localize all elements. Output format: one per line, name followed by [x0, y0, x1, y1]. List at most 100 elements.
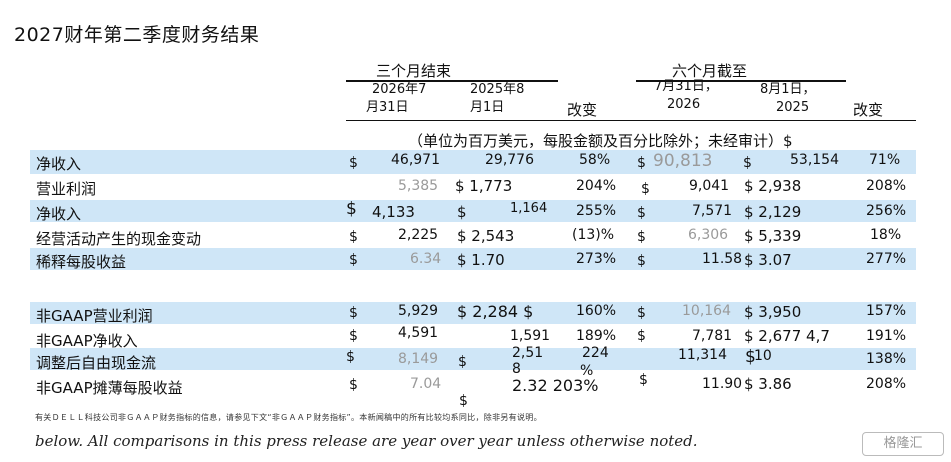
dollar-sign: $	[745, 347, 756, 367]
cell-value: $ 2,129	[744, 203, 802, 221]
cell-value: 6,306	[688, 227, 729, 243]
cell-value: $ 1.70	[457, 251, 505, 269]
dollar-sign: $	[743, 155, 752, 171]
dollar-sign: $	[457, 203, 467, 221]
header-three-months: 三个月结束	[376, 62, 452, 80]
cell-change: 277%	[866, 251, 907, 267]
cell-value: 2,225	[398, 227, 439, 243]
row-label-operating-income: 营业利润	[36, 180, 97, 198]
row-label-operating-cash-flow: 经营活动产生的现金变动	[36, 230, 202, 248]
dollar-sign: $	[346, 349, 355, 365]
dollar-sign: $	[349, 252, 358, 268]
dollar-sign: $	[637, 328, 646, 344]
cell-value: 7,571	[692, 203, 733, 219]
col-header-2026-jul31-line2: 月31日	[366, 100, 409, 115]
dollar-sign: $	[349, 229, 358, 245]
cell-change: 273%	[576, 251, 617, 267]
unit-note: （单位为百万美元，每股金额及百分比除外；未经审计）$	[408, 132, 793, 150]
cell-value: 8	[512, 361, 521, 377]
dollar-sign: $	[459, 393, 468, 409]
cell-value: 11.58	[702, 251, 743, 267]
cell-value: $ 1,773	[455, 177, 513, 195]
row-shade-1	[30, 150, 916, 174]
dollar-sign: $	[349, 305, 358, 321]
cell-change: 208%	[866, 178, 907, 194]
cell-value: 1,164	[510, 201, 548, 216]
cell-value: $ 3.86	[744, 375, 792, 393]
row-label-non-gaap-net-income: 非GAAP净收入	[36, 332, 138, 350]
col-header-2025-aug1-line1: 2025年8	[470, 82, 525, 97]
row-label-non-gaap-operating-income: 非GAAP营业利润	[36, 307, 153, 325]
dollar-sign: $	[349, 328, 358, 344]
cell-value: 2.32 203%	[512, 376, 599, 395]
dollar-sign: $	[637, 205, 646, 221]
cell-change: 138%	[866, 351, 907, 367]
cell-value: 9,041	[689, 178, 730, 194]
cell-change: 224	[582, 345, 609, 361]
footnote: 有关ＤＥＬＬ科技公司非ＧＡＡＰ财务指标的信息，请参见下文“非ＧＡＡＰ财务指标”。…	[35, 413, 542, 422]
dollar-sign: $	[637, 253, 646, 269]
cell-change: 255%	[576, 203, 617, 219]
cell-value: $ 3.07	[744, 251, 792, 269]
row-label-net-income: 净收入	[36, 205, 82, 223]
cell-value: 7.04	[410, 376, 442, 392]
cell-value: $ 3,950	[744, 303, 802, 321]
row-shade-8	[30, 348, 916, 370]
cell-change: (13)%	[572, 227, 615, 243]
cell-change: 204%	[576, 178, 617, 194]
cell-value: 53,154	[790, 152, 839, 168]
cell-value: 10,164	[682, 303, 731, 319]
col-header-aug1-line1: 8月1日，	[760, 82, 816, 97]
cell-value: 46,971	[391, 152, 440, 168]
col-header-change: 改变	[567, 101, 598, 119]
cell-change: 208%	[866, 376, 907, 392]
watermark-logo: 格隆汇	[862, 432, 944, 456]
dollar-sign: $	[349, 377, 358, 393]
cell-value: 6.34	[410, 251, 442, 267]
dollar-sign: $	[641, 181, 650, 197]
cell-value: 29,776	[485, 152, 534, 168]
cell-change: %	[580, 363, 594, 379]
cell-change: 191%	[866, 328, 907, 344]
cell-change: 256%	[866, 203, 907, 219]
dollar-sign: $	[637, 229, 646, 245]
header-bottom-rule	[346, 120, 916, 121]
cell-value: 10	[754, 348, 772, 364]
cell-change: 157%	[866, 303, 907, 319]
row-shade-6	[30, 302, 916, 324]
cell-value: 4,591	[398, 325, 439, 341]
row-shade-3	[30, 200, 916, 222]
row-label-net-revenue: 净收入	[36, 155, 82, 173]
dollar-sign: $	[637, 155, 646, 171]
cell-value: $ 2,284 $	[457, 302, 534, 321]
cell-value: 7,781	[692, 328, 733, 344]
cell-value: $ 2,938	[744, 177, 802, 195]
dollar-sign: $	[346, 199, 357, 219]
col-header-jul31-line1: 7月31日，	[654, 79, 718, 94]
dollar-sign: $	[637, 305, 646, 321]
cell-value: 11.90	[702, 376, 743, 392]
footer-text: below. All comparisons in this press rel…	[35, 432, 698, 450]
cell-change: 58%	[579, 152, 611, 168]
header-rule-three-months	[346, 80, 558, 82]
cell-value: 8,149	[398, 351, 439, 367]
row-shade-5	[30, 248, 916, 270]
dollar-sign: $	[458, 354, 467, 370]
row-label-diluted-eps: 稀释每股收益	[36, 253, 127, 271]
cell-change: 189%	[576, 328, 617, 344]
cell-value: 5,385	[398, 178, 439, 194]
row-label-non-gaap-diluted-eps: 非GAAP摊薄每股收益	[36, 379, 183, 397]
cell-change: 160%	[576, 303, 617, 319]
row-label-adjusted-free-cash-flow: 调整后自由现金流	[36, 354, 157, 372]
col-header-change-2: 改变	[853, 101, 884, 119]
cell-value: $ 2,543	[457, 227, 515, 245]
cell-value: $ 5,339	[744, 227, 802, 245]
cell-value: 2,51	[512, 345, 544, 361]
cell-value: 4,133	[372, 203, 415, 221]
cell-value: 1,591	[510, 328, 551, 344]
dollar-sign: $	[639, 372, 648, 388]
cell-change: 18%	[870, 227, 902, 243]
page-title: 2027财年第二季度财务结果	[14, 24, 260, 46]
cell-value: 5,929	[398, 303, 439, 319]
cell-value: $ 2,677 4,7	[744, 327, 830, 345]
